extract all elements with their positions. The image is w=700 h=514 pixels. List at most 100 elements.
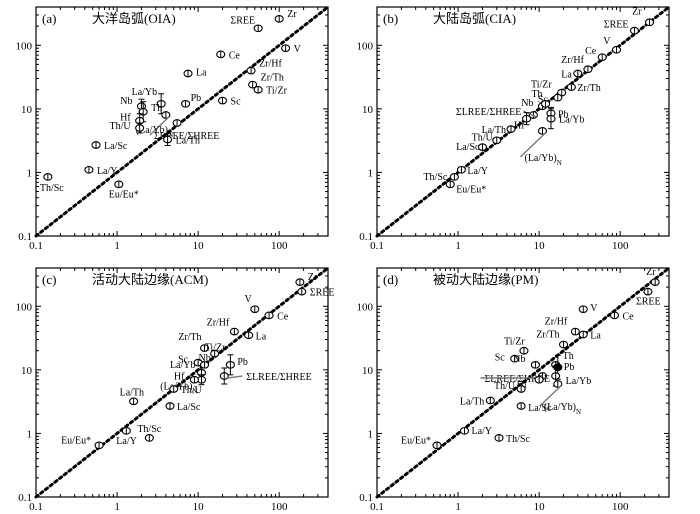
point-label: Zr [646,267,656,278]
point-label: ΣREE [230,15,255,26]
point-label: ΣLREE/ΣHREE [456,107,522,118]
point-label: ΣREE [604,20,629,31]
point-label: La/Y [467,166,488,177]
x-tick-label: 10 [193,501,205,513]
point-label: La [561,69,572,80]
point-label: La [196,67,207,78]
point-label: Th/U [110,121,132,132]
x-tick-label: 10 [193,240,205,252]
point-label: Zr/Th [577,83,600,94]
one-to-one-line [34,266,330,499]
point-label: La/Y [471,426,492,437]
point-label: Nb [120,96,132,107]
plot-frame [376,267,670,498]
plot-frame [376,6,670,237]
y-tick-label: 10 [21,104,33,116]
point-label: Zr [287,9,297,20]
leader-line [149,116,170,136]
x-tick-label: 100 [271,501,288,513]
point-label: Nb [199,353,211,364]
point-label: Zr/Th [178,332,201,343]
y-tick-label: 1 [368,167,374,179]
point-label: La/Th [176,135,200,146]
x-tick-label: 0.1 [29,501,43,513]
point-label: Eu/Eu* [401,435,431,446]
x-tick-label: 10 [534,501,546,513]
point-label: La [590,330,601,341]
point-label: V [294,44,302,55]
panel-title: 活动大陆边缘(ACM) [92,272,208,287]
point-label: Sc [178,355,189,366]
point-label: Ti/Zr [531,80,552,91]
point-label: Zr/Th [261,73,284,84]
point-label: La/Y [116,436,137,447]
point-label: La/Yb [132,87,158,98]
point-label: ΣREE [636,297,661,308]
point-label: La/Sc [104,141,128,152]
y-tick-label: 0.1 [359,231,373,243]
point-label: Th/U [181,385,203,396]
point-label: La/Y [97,166,118,177]
y-tick-label: 100 [16,40,33,52]
point-label: Pb [237,357,248,368]
point-label: Hf [517,380,528,391]
plot-frame [35,267,329,498]
point-label: V [245,294,253,305]
y-tick-label: 100 [357,301,374,313]
x-tick-label: 0.1 [29,240,43,252]
point-label: La/Sc [177,402,201,413]
point-label: La/Sc [456,142,480,153]
panel-c-acm: 0.1 1 10 100 0.1 1 10 100 (c) 活动大陆边缘(ACM) Zr ΣREE V C… [16,266,335,513]
point-label: Th [563,351,574,362]
y-tick-label: 1 [27,428,33,440]
point-label: Hf [120,113,131,124]
point-label: La/Yb [559,115,585,126]
point-label: Zr/Hf [259,59,282,70]
y-tick-label: 0.1 [18,492,32,504]
point-label: Ti/Zr [504,337,525,348]
y-tick-label: 100 [16,301,33,313]
point-label: Ti/Zr [266,86,287,97]
panel-title: 大陆岛弧(CIA) [433,11,516,26]
panel-label: (c) [42,272,56,287]
x-tick-label: 1 [455,501,461,513]
point-label: La [256,331,267,342]
leader-line [539,385,562,407]
point-label: ΣREE [310,288,335,299]
point-label: Zr/Hf [207,318,230,329]
point-label: (La/Yb)N [136,125,173,139]
y-tick-label: 0.1 [359,492,373,504]
point-label: (La/Yb)N [524,153,561,167]
point-label: La/Yb [566,376,592,387]
point-label: La/Th [482,125,506,136]
point-label: Nb [521,98,533,109]
panel-label: (a) [42,11,56,26]
point-label: La/Th [460,396,484,407]
leader-line [523,110,537,118]
y-tick-label: 10 [362,365,374,377]
point-label: Pb [564,362,575,373]
y-tick-label: 0.1 [18,231,32,243]
point-label: Sc [495,353,506,364]
point-label: Zr/Th [536,330,559,341]
panel-title: 被动大陆边缘(PM) [433,272,538,287]
point-label: Pb [191,93,202,104]
y-tick-label: 1 [27,167,33,179]
point-label: La/Yb [170,360,196,371]
leader-line [520,132,546,158]
point-label: Th/Sc [40,183,64,194]
point-label: Th/U [494,381,516,392]
point-label: Th/Sc [137,424,161,435]
panel-d-pm: 0.1 1 10 100 0.1 1 10 100 (d) 被动大陆边缘(PM) Zr ΣREE V Ce… [357,266,671,513]
leader-line [227,375,243,379]
y-tick-label: 1 [368,428,374,440]
point-label: La/Th [120,387,144,398]
point-label: Ce [622,311,634,322]
point-label: Sc [538,95,549,106]
one-to-one-line [375,266,671,499]
point-label: Eu/Eu* [61,435,91,446]
point-label: Th [151,103,162,114]
x-tick-label: 0.1 [370,240,384,252]
x-tick-label: 0.1 [370,501,384,513]
